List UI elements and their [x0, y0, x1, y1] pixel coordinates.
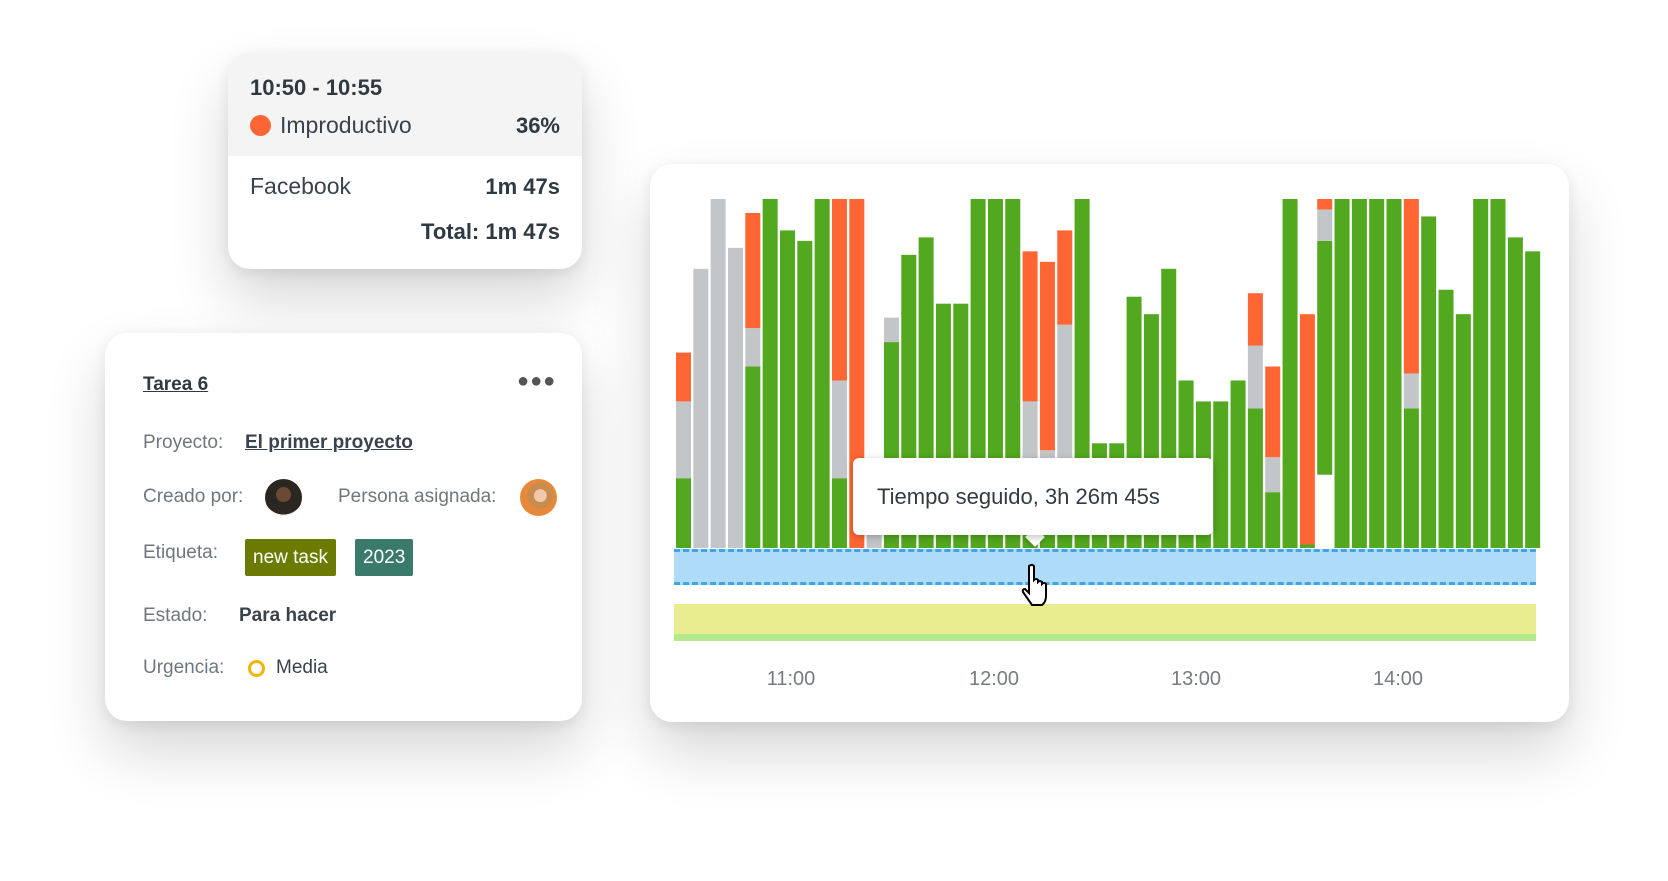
bar-segment-productive[interactable]: [797, 240, 813, 548]
hand-cursor-icon: [1021, 564, 1047, 606]
tracked-time-tooltip: Tiempo seguido, 3h 26m 45s: [853, 458, 1213, 535]
bar-segment-neutral[interactable]: [745, 328, 761, 367]
bar-segment-neutral[interactable]: [883, 317, 899, 343]
bar-segment-productive[interactable]: [745, 366, 761, 548]
x-tick-label: 12:00: [968, 668, 1020, 690]
bar-segment-neutral[interactable]: [1403, 373, 1419, 409]
bar-segment-productive[interactable]: [814, 199, 830, 548]
bar-segment-unproductive[interactable]: [1247, 293, 1263, 346]
bar-segment-productive[interactable]: [676, 478, 691, 548]
bar-segment-productive[interactable]: [1455, 314, 1471, 548]
bar-segment-productive[interactable]: [1317, 240, 1333, 475]
bar-segment-neutral[interactable]: [1265, 457, 1281, 493]
bar-segment-neutral[interactable]: [831, 380, 847, 479]
bar-segment-neutral[interactable]: [693, 268, 709, 548]
bar-segment-productive[interactable]: [1230, 380, 1246, 548]
project-label: Proyecto:: [143, 432, 224, 453]
bar-segment-productive[interactable]: [1265, 492, 1281, 548]
bar-segment-productive[interactable]: [1490, 199, 1506, 548]
bar-segment-productive[interactable]: [1386, 199, 1402, 548]
bar-segment-productive[interactable]: [1421, 216, 1437, 548]
bar-segment-unproductive[interactable]: [1403, 199, 1419, 374]
bar-segment-unproductive[interactable]: [1299, 314, 1315, 545]
tag-new-task[interactable]: new task: [245, 539, 336, 576]
timeline-selection[interactable]: [674, 549, 1536, 585]
bar-segment-productive[interactable]: [1334, 199, 1350, 548]
tag-2023[interactable]: 2023: [355, 539, 414, 576]
bar-segment-productive[interactable]: [762, 199, 778, 548]
bar-segment-neutral[interactable]: [1247, 345, 1263, 409]
assignee-label: Persona asignada:: [338, 486, 497, 507]
app-time: 1m 47s: [485, 174, 560, 199]
creator-avatar[interactable]: [265, 479, 302, 516]
bar-segment-productive[interactable]: [1403, 408, 1419, 548]
task-title[interactable]: Tarea 6: [143, 374, 209, 395]
bar-segment-productive[interactable]: [831, 478, 847, 548]
x-tick-label: 11:00: [766, 668, 816, 690]
tag-label: Etiqueta:: [143, 542, 218, 563]
activity-chart-card: 11:00 12:00 13:00 14:00 Tiempo seguido, …: [650, 164, 1569, 722]
bar-segment-unproductive[interactable]: [1265, 366, 1281, 458]
bar-segment-productive[interactable]: [1299, 544, 1315, 548]
total-time: Total: 1m 47s: [421, 219, 560, 244]
timeline-track[interactable]: [674, 604, 1536, 634]
bar-segment-productive[interactable]: [1473, 199, 1489, 548]
bar-segment-unproductive[interactable]: [745, 212, 761, 329]
app-name: Facebook: [250, 173, 352, 199]
x-tick-label: 13:00: [1170, 668, 1222, 690]
category-dot-icon: [250, 115, 271, 136]
interval-summary-card: 10:50 - 10:55 Improductivo 36% Facebook …: [228, 53, 582, 269]
bar-segment-neutral[interactable]: [1317, 209, 1333, 241]
bar-segment-productive[interactable]: [779, 230, 795, 548]
bar-segment-productive[interactable]: [1057, 534, 1073, 548]
summary-header: [228, 53, 582, 156]
urgency-circle-icon: [248, 660, 265, 677]
timeline-track-base: [674, 634, 1536, 641]
bar-segment-productive[interactable]: [1438, 289, 1454, 548]
task-card: Tarea 6 ●●● Proyecto: El primer proyecto…: [105, 333, 582, 721]
project-link[interactable]: El primer proyecto: [245, 432, 413, 453]
bar-segment-productive[interactable]: [1213, 401, 1229, 548]
bar-segment-neutral[interactable]: [727, 247, 743, 549]
created-by-label: Creado por:: [143, 486, 244, 507]
bar-segment-productive[interactable]: [1507, 237, 1523, 548]
bar-segment-unproductive[interactable]: [1057, 230, 1073, 325]
bar-segment-unproductive[interactable]: [1022, 251, 1038, 402]
bar-segment-neutral[interactable]: [676, 401, 691, 479]
urgency-label: Urgencia:: [143, 657, 225, 678]
more-horizontal-icon[interactable]: ●●●: [517, 370, 557, 392]
x-tick-label: 14:00: [1372, 668, 1424, 690]
category-label: Improductivo: [280, 112, 412, 138]
assignee-avatar[interactable]: [520, 479, 557, 516]
bar-segment-unproductive[interactable]: [1317, 199, 1333, 210]
status-label: Estado:: [143, 605, 208, 626]
bar-segment-productive[interactable]: [1369, 199, 1385, 548]
bar-segment-unproductive[interactable]: [1039, 261, 1055, 451]
time-range: 10:50 - 10:55: [250, 75, 383, 100]
bar-segment-unproductive[interactable]: [831, 199, 847, 381]
bar-segment-neutral[interactable]: [710, 199, 726, 548]
bar-segment-productive[interactable]: [1525, 251, 1541, 548]
category-percent: 36%: [515, 113, 560, 138]
bar-segment-unproductive[interactable]: [676, 352, 691, 402]
bar-segment-neutral[interactable]: [1022, 401, 1038, 461]
bar-segment-productive[interactable]: [1282, 199, 1298, 548]
bar-segment-productive[interactable]: [1351, 199, 1367, 548]
bar-segment-productive[interactable]: [1247, 408, 1263, 548]
urgency-value[interactable]: Media: [276, 657, 328, 678]
status-value[interactable]: Para hacer: [239, 605, 337, 626]
